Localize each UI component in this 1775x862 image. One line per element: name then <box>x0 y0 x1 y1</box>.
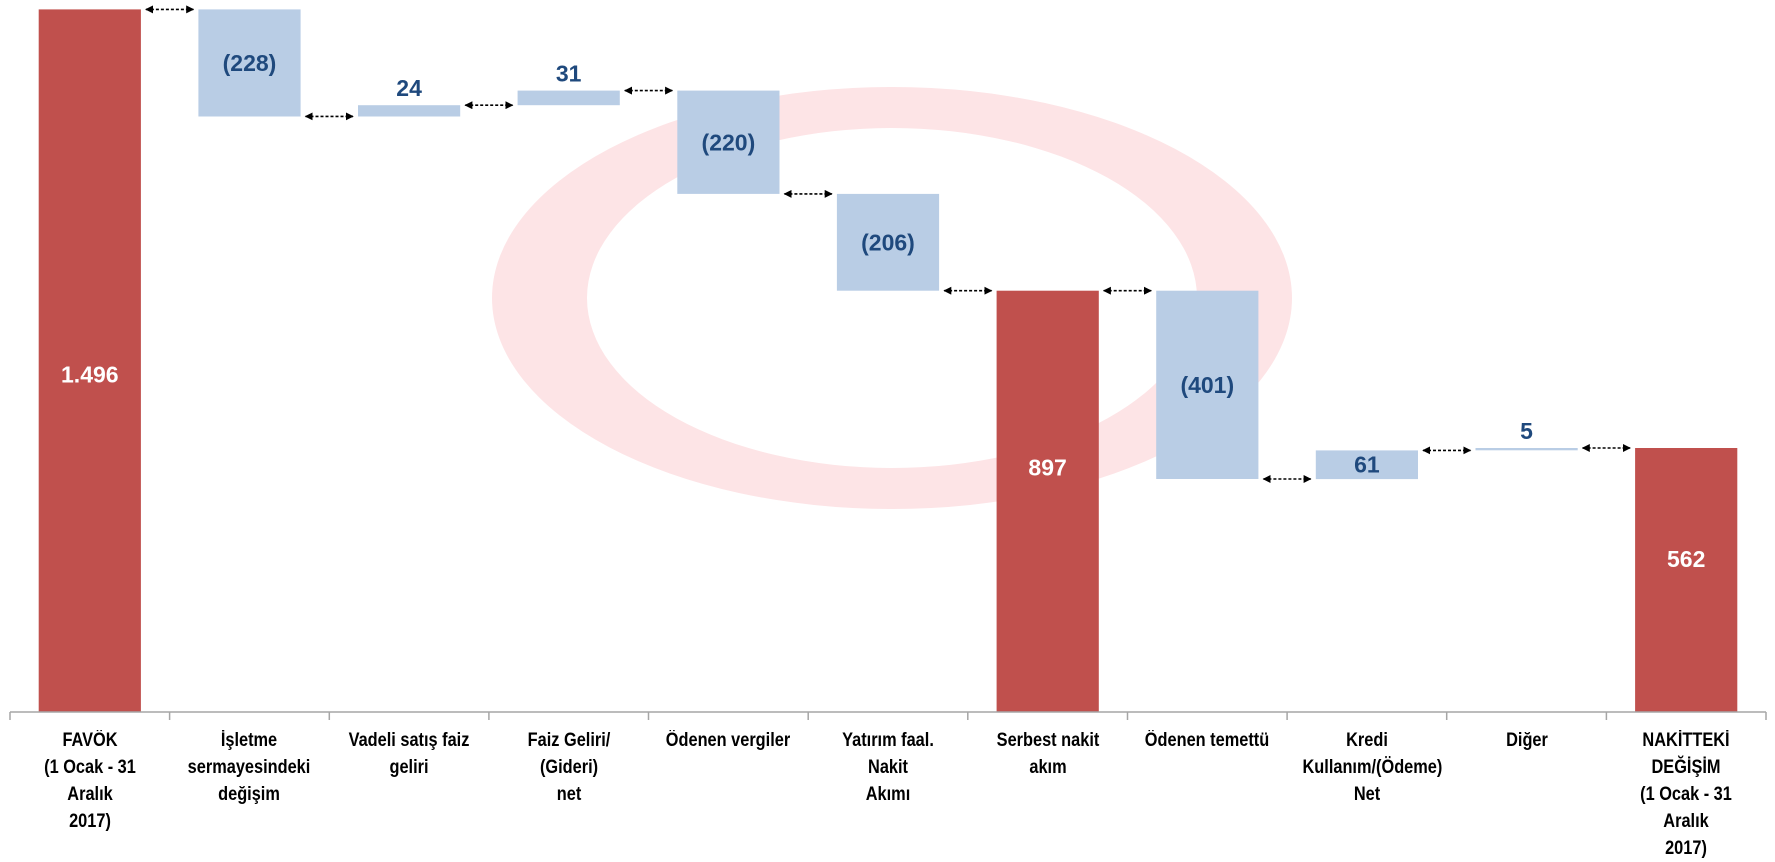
category-label: Vadeli satış faiz geliri <box>348 730 470 778</box>
total-bar <box>38 9 141 712</box>
data-label: 562 <box>1667 546 1705 572</box>
total-bar <box>996 290 1099 712</box>
data-label: 31 <box>556 61 582 87</box>
waterfall-chart: 1.496 (228) 24 31 (220) (206) 897 (401) 61 5 562 <box>9 5 1767 720</box>
data-label: (401) <box>1180 372 1234 398</box>
data-label: 5 <box>1520 418 1533 444</box>
category-label: Diğer <box>1505 730 1548 751</box>
connectors-layer <box>145 5 1631 483</box>
data-label: (228) <box>223 50 277 76</box>
data-label: 24 <box>396 75 422 101</box>
category-label: Ödenen vergiler <box>666 730 791 751</box>
change-bar <box>358 105 461 117</box>
change-bar <box>1475 448 1578 451</box>
category-label: Ödenen temettü <box>1145 730 1270 751</box>
category-label: FAVÖK (1 Ocak - 31 Aralık 2017) <box>43 730 136 832</box>
bars-layer <box>38 9 1738 712</box>
total-bar <box>1635 448 1738 712</box>
change-bar <box>1315 450 1418 480</box>
change-bar <box>1156 290 1259 479</box>
data-label: 61 <box>1354 452 1380 478</box>
category-label: Kredi Kullanım/(Ödeme) Net <box>1302 730 1443 805</box>
data-labels-layer: 1.496 (228) 24 31 (220) (206) 897 (401) 61 5 562 <box>61 50 1705 572</box>
change-bar <box>517 90 620 106</box>
category-label: Serbest nakit akım <box>996 730 1099 778</box>
x-axis <box>9 711 1767 720</box>
category-label: Faiz Geliri/ (Gideri) net <box>527 730 611 805</box>
data-label: (206) <box>861 229 915 255</box>
change-bar <box>836 193 940 291</box>
category-label: Yatırım faal. Nakit Akımı <box>842 730 934 805</box>
change-bar <box>198 9 301 117</box>
change-bar <box>677 90 780 194</box>
data-label: 897 <box>1028 455 1066 481</box>
data-label: (220) <box>702 129 756 155</box>
data-label: 1.496 <box>61 362 119 388</box>
category-label: İşletme sermayesindeki değişim <box>188 730 311 805</box>
